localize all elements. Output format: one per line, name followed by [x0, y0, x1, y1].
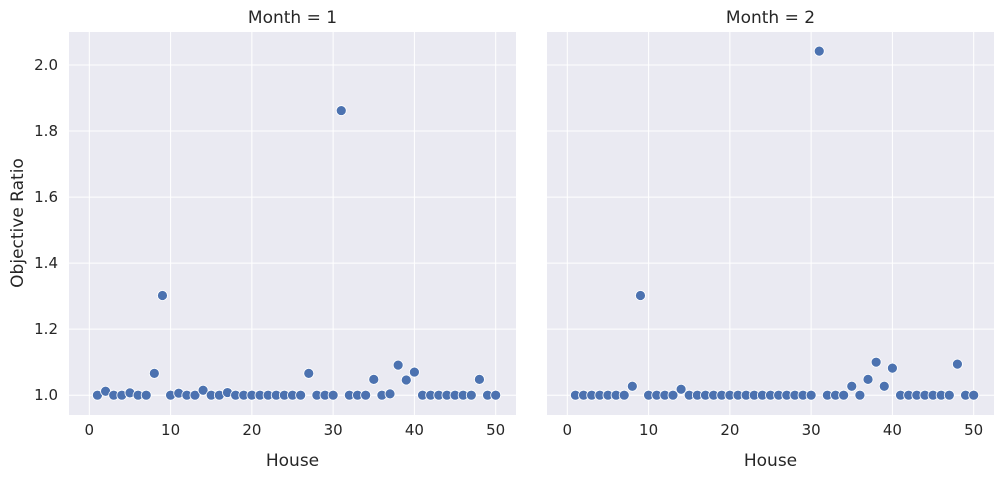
x-tick-label: 0 — [85, 421, 95, 439]
data-point — [392, 359, 404, 371]
y-tick-label: 2.0 — [34, 56, 58, 74]
x-tick-label: 10 — [161, 421, 180, 439]
x-tick-label: 20 — [242, 421, 261, 439]
data-point — [805, 389, 817, 401]
data-point — [667, 389, 679, 401]
data-point — [400, 374, 412, 386]
data-point — [870, 356, 882, 368]
data-point — [335, 105, 347, 116]
data-point — [952, 358, 963, 370]
x-tick-label: 40 — [405, 421, 424, 439]
panel-title: Month = 2 — [726, 8, 815, 28]
y-tick-label: 1.2 — [34, 320, 58, 338]
data-point — [303, 367, 315, 379]
panel-title: Month = 1 — [248, 8, 337, 28]
data-point — [197, 384, 209, 396]
data-point — [189, 389, 201, 401]
data-point — [635, 290, 646, 301]
x-tick-label: 30 — [802, 421, 821, 439]
y-tick-label: 1.6 — [34, 188, 58, 206]
data-point — [878, 380, 890, 392]
x-tick-label: 20 — [720, 421, 739, 439]
x-tick-label: 0 — [563, 421, 573, 439]
data-point — [140, 389, 152, 401]
panel-1: 0 10 20 30 40 50 1.0 1.2 1.4 1.6 1.8 2.0 Month = 1 Ho… — [34, 8, 516, 471]
data-point — [148, 367, 160, 379]
y-tick-label: 1.8 — [34, 122, 58, 140]
x-tick-label: 10 — [639, 421, 658, 439]
x-tick-label: 30 — [324, 421, 343, 439]
data-point — [295, 389, 307, 401]
data-point — [368, 373, 380, 385]
plot-area — [69, 32, 516, 415]
data-point — [157, 290, 168, 301]
data-point — [618, 389, 630, 401]
data-point — [846, 380, 858, 392]
data-point — [384, 388, 396, 400]
data-point — [838, 389, 850, 401]
data-point — [490, 389, 502, 401]
data-point — [675, 383, 687, 395]
data-point — [626, 380, 638, 392]
data-point — [360, 389, 372, 401]
panel-2: 0 10 20 30 40 50 Month = 2 House — [547, 8, 994, 471]
plot-area — [547, 32, 994, 415]
x-tick-label: 50 — [964, 421, 983, 439]
data-point — [474, 373, 485, 385]
data-point — [409, 366, 420, 378]
data-point — [854, 389, 866, 401]
data-point — [327, 389, 339, 401]
data-point — [862, 373, 874, 385]
data-point — [465, 389, 477, 401]
x-tick-label: 50 — [486, 421, 505, 439]
y-tick-label: 1.4 — [34, 254, 58, 272]
data-point — [813, 45, 825, 57]
data-point — [943, 389, 955, 401]
data-point — [887, 362, 898, 374]
x-tick-label: 40 — [883, 421, 902, 439]
y-axis-label: Objective Ratio — [8, 158, 28, 288]
x-axis-label: House — [266, 451, 319, 471]
x-axis-label: House — [744, 451, 797, 471]
data-point — [968, 389, 980, 401]
y-tick-label: 1.0 — [34, 386, 58, 404]
